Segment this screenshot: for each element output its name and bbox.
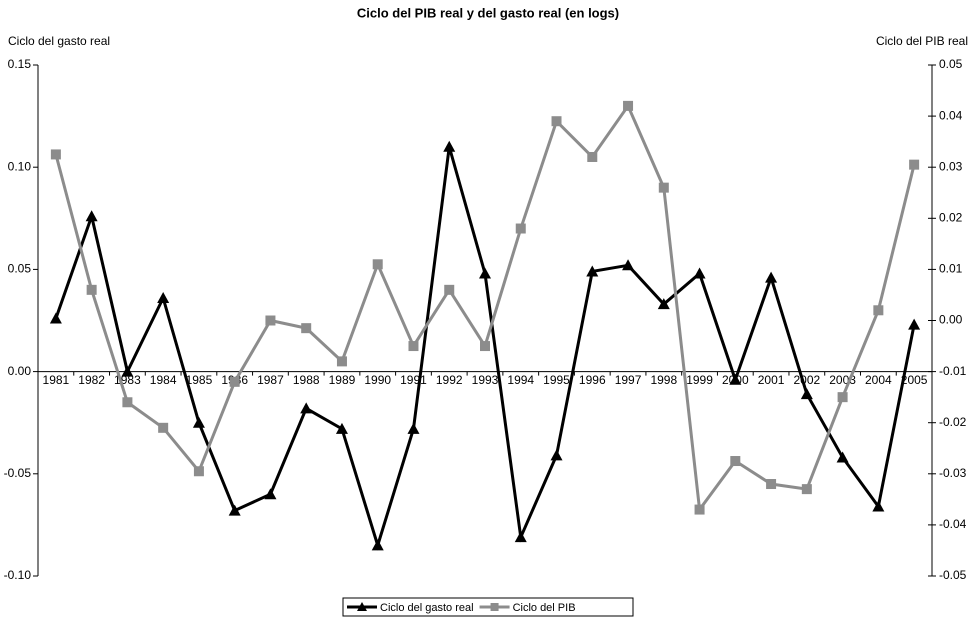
x-tick-label: 2001 <box>758 373 785 387</box>
y-tick-label: 0.15 <box>8 57 32 71</box>
marker <box>85 210 98 222</box>
marker <box>443 140 456 152</box>
marker <box>158 422 169 433</box>
marker <box>50 149 61 160</box>
series-line <box>54 102 916 514</box>
y2-axis-label: Ciclo del PIB real <box>876 34 968 48</box>
marker <box>192 416 205 428</box>
marker <box>873 305 884 316</box>
legend-label: Ciclo del gasto real <box>380 602 474 614</box>
marker <box>587 151 598 162</box>
marker <box>157 292 170 304</box>
legend-marker <box>490 603 499 611</box>
marker <box>836 451 849 463</box>
x-tick-label: 1993 <box>472 373 499 387</box>
marker <box>908 318 921 330</box>
x-tick-label: 1996 <box>579 373 606 387</box>
marker <box>444 284 455 295</box>
y2-tick-label: -0.01 <box>939 364 967 378</box>
y-tick-label: 0.05 <box>8 262 32 276</box>
marker <box>300 402 313 414</box>
x-tick-label: 1990 <box>364 373 391 387</box>
marker <box>301 323 312 334</box>
marker <box>121 365 134 377</box>
marker <box>372 259 383 270</box>
legend: Ciclo del gasto real Ciclo del PIB <box>342 597 634 617</box>
x-tick-label: 1992 <box>436 373 463 387</box>
x-tick-label: 1987 <box>257 373 284 387</box>
y-tick-label: 0.10 <box>8 159 32 173</box>
y-tick-label: -0.05 <box>4 466 32 480</box>
x-tick-label: 1991 <box>400 373 427 387</box>
x-tick-label: 1988 <box>293 373 320 387</box>
marker <box>480 341 490 352</box>
marker <box>408 341 419 352</box>
x-tick-label: 1998 <box>650 373 677 387</box>
y-axis-label: Ciclo del gasto real <box>8 34 110 48</box>
marker <box>693 267 706 279</box>
x-tick-label: 1984 <box>150 373 177 387</box>
x-tick-label: 1989 <box>329 373 356 387</box>
x-tick-label: 1999 <box>686 373 713 387</box>
marker <box>49 312 62 324</box>
marker <box>407 422 420 434</box>
marker <box>479 267 491 279</box>
marker <box>657 298 670 310</box>
x-tick-label: 2004 <box>865 373 892 387</box>
y2-tick-label: 0.00 <box>939 313 963 327</box>
marker <box>622 259 635 271</box>
marker <box>729 373 742 385</box>
x-tick-label: 1997 <box>615 373 642 387</box>
y2-tick-label: 0.02 <box>939 210 963 224</box>
marker <box>730 456 741 467</box>
y-tick-label: 0.00 <box>8 364 32 378</box>
marker <box>371 539 384 551</box>
marker <box>229 376 240 387</box>
marker <box>336 356 347 367</box>
marker <box>265 315 276 326</box>
x-tick-label: 1985 <box>186 373 213 387</box>
y2-tick-label: -0.03 <box>939 466 967 480</box>
x-tick-label: 2005 <box>901 373 928 387</box>
y2-tick-label: 0.03 <box>939 159 963 173</box>
legend-marker <box>357 602 367 611</box>
marker <box>766 479 777 490</box>
marker <box>228 504 241 516</box>
chart-title: Ciclo del PIB real y del gasto real (en … <box>357 5 619 20</box>
y-tick-label: -0.10 <box>4 568 32 582</box>
marker <box>335 422 348 434</box>
marker <box>122 397 133 408</box>
marker <box>264 488 277 500</box>
x-tick-label: 1994 <box>507 373 534 387</box>
marker <box>837 392 848 403</box>
y2-tick-label: 0.04 <box>939 108 963 122</box>
marker <box>765 271 778 283</box>
y2-tick-label: 0.05 <box>939 57 963 71</box>
marker <box>909 159 920 170</box>
y2-tick-label: -0.04 <box>939 517 967 531</box>
marker <box>658 182 669 193</box>
y2-tick-label: 0.01 <box>939 262 963 276</box>
marker <box>515 223 526 234</box>
marker <box>623 100 634 111</box>
marker <box>551 116 562 127</box>
marker <box>514 531 527 543</box>
marker <box>193 466 204 477</box>
x-tick-label: 1982 <box>78 373 105 387</box>
x-tick-label: 1981 <box>43 373 70 387</box>
marker <box>694 504 705 515</box>
marker <box>800 388 813 400</box>
y2-tick-label: -0.05 <box>939 568 967 582</box>
marker <box>550 449 563 461</box>
marker <box>586 265 599 277</box>
marker <box>872 500 885 512</box>
marker <box>86 284 97 295</box>
x-tick-label: 1995 <box>543 373 570 387</box>
x-tick-label: 2002 <box>793 373 820 387</box>
marker <box>801 484 812 495</box>
legend-label: Ciclo del PIB <box>513 602 576 614</box>
y2-tick-label: -0.02 <box>939 415 967 429</box>
